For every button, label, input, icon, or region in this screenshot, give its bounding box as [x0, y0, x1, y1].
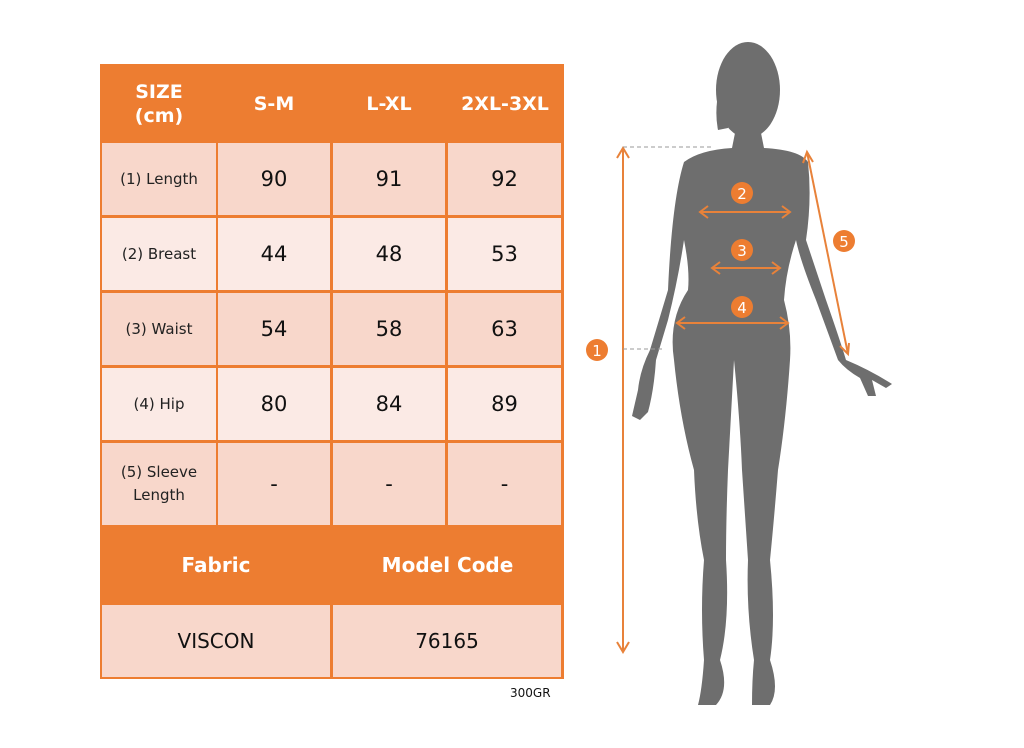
cell-breast-l-xl: 48 [333, 218, 445, 290]
header-unit: (cm) [134, 104, 184, 127]
marker-1: 1 [592, 342, 602, 360]
cell-breast-s-m: 44 [218, 218, 330, 290]
marker-5: 5 [839, 233, 849, 251]
cell-sleeve-l-xl: - [333, 443, 445, 525]
header-model-code: Model Code [381, 553, 514, 577]
row-label-waist: (3) Waist [102, 293, 216, 365]
row-label-hip: (4) Hip [102, 368, 216, 440]
row-label-length: (1) Length [102, 143, 216, 215]
row-label-sleeve-line2: Length [133, 486, 185, 504]
cell-waist-2xl-3xl: 63 [448, 293, 561, 365]
header-s-m: S-M [253, 92, 295, 115]
cell-waist-s-m: 54 [218, 293, 330, 365]
fabric-value: VISCON [102, 605, 330, 677]
cell-breast-2xl-3xl: 53 [448, 218, 561, 290]
weight-note: 300GR [510, 686, 551, 700]
header-l-xl: L-XL [366, 92, 412, 115]
marker-2: 2 [737, 185, 747, 203]
header-size: SIZE [135, 80, 183, 103]
female-silhouette-icon: 1 2 3 4 5 [586, 42, 892, 705]
marker-3: 3 [737, 242, 747, 260]
model-code-value: 76165 [333, 605, 561, 677]
cell-hip-l-xl: 84 [333, 368, 445, 440]
cell-sleeve-2xl-3xl: - [448, 443, 561, 525]
header-2xl-3xl: 2XL-3XL [461, 92, 549, 115]
row-label-sleeve-length: (5) Sleeve Length [102, 443, 216, 525]
marker-4: 4 [737, 299, 747, 317]
cell-waist-l-xl: 58 [333, 293, 445, 365]
row-label-sleeve-line1: (5) Sleeve [120, 463, 198, 481]
cell-length-s-m: 90 [218, 143, 330, 215]
header-fabric: Fabric [181, 553, 251, 577]
cell-hip-s-m: 80 [218, 368, 330, 440]
cell-hip-2xl-3xl: 89 [448, 368, 561, 440]
header-size-cm: SIZE (cm) [102, 66, 216, 141]
size-table: SIZE (cm) S-M L-XL 2XL-3XL (1) Length 90… [100, 64, 564, 679]
cell-length-2xl-3xl: 92 [448, 143, 561, 215]
cell-sleeve-s-m: - [218, 443, 330, 525]
row-label-breast: (2) Breast [102, 218, 216, 290]
cell-length-l-xl: 91 [333, 143, 445, 215]
